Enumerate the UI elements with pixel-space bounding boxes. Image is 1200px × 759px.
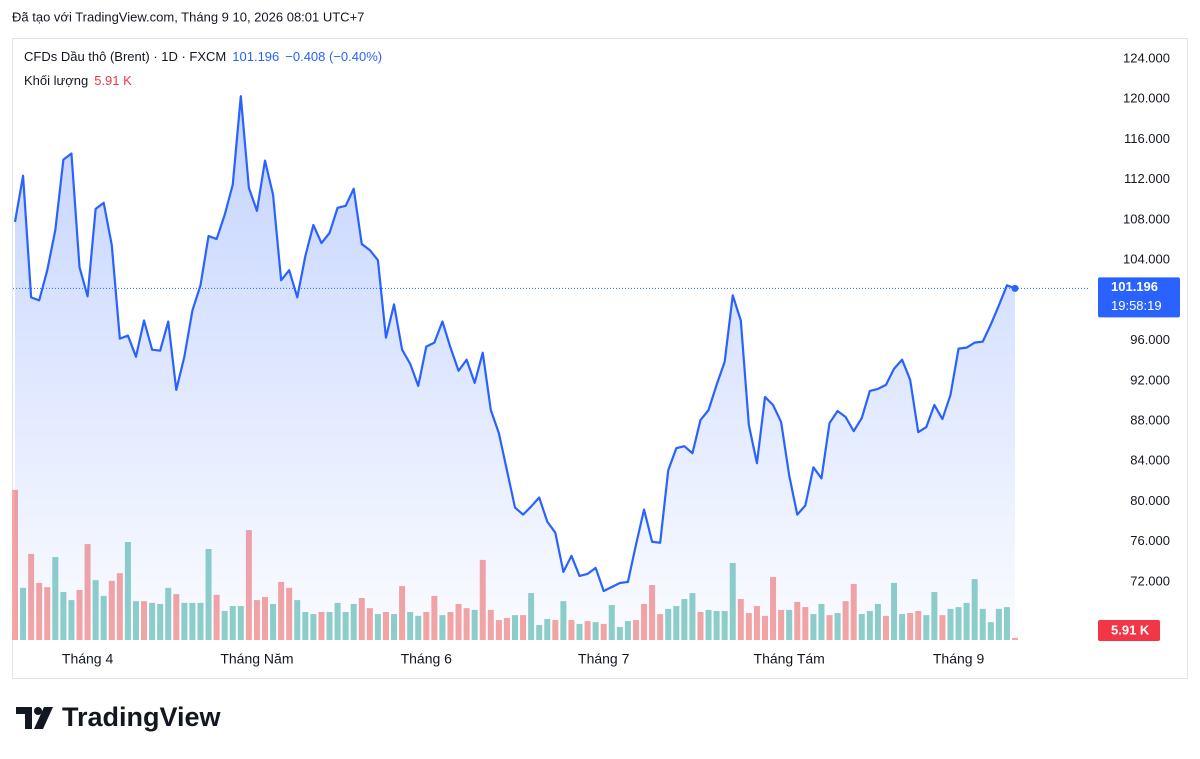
last-price: 101.196 bbox=[232, 49, 280, 64]
chart-frame bbox=[12, 38, 1188, 679]
y-tick-label: 112.000 bbox=[1124, 171, 1170, 186]
y-tick-label: 92.000 bbox=[1130, 372, 1170, 387]
price-area bbox=[15, 96, 1015, 641]
x-tick-label: Tháng 6 bbox=[401, 651, 453, 667]
brand: TradingView bbox=[62, 702, 222, 732]
last-point bbox=[1011, 284, 1019, 292]
x-tick-label: Tháng 7 bbox=[578, 651, 630, 667]
header: Đã tạo với TradingView.com, Tháng 9 10, … bbox=[12, 9, 364, 24]
price-tag-label: 101.196 bbox=[1111, 279, 1158, 294]
price-line bbox=[13, 95, 1016, 593]
logo-icon bbox=[34, 707, 42, 715]
plot: 72.000 76.000 80.000 84.000 88.000 92.000 96.0… bbox=[12, 50, 1180, 667]
y-tick-label: 108.000 bbox=[1123, 211, 1170, 226]
logo-icon bbox=[16, 707, 32, 729]
volume-tag-label: 5.91 K bbox=[1111, 622, 1150, 637]
y-tick-label: 84.000 bbox=[1130, 453, 1170, 468]
volume-name: Khối lượng bbox=[24, 73, 89, 88]
y-tick-label: 116.000 bbox=[1124, 131, 1170, 146]
x-tick-label: Tháng Năm bbox=[220, 651, 293, 667]
x-tick-label: Tháng 4 bbox=[62, 651, 114, 667]
y-tick-label: 104.000 bbox=[1123, 252, 1170, 267]
y-tick-label: 120.000 bbox=[1123, 91, 1170, 106]
logo-icon bbox=[34, 707, 53, 729]
y-tick-label: 76.000 bbox=[1130, 533, 1170, 548]
legend-row: CFDs Dầu thô (Brent) · 1D · FXCM 101.196… bbox=[24, 49, 382, 64]
y-tick-label: 124.000 bbox=[1123, 50, 1170, 65]
price-change: −0.408 (−0.40%) bbox=[285, 49, 383, 64]
volume-last: 5.91 K bbox=[94, 73, 132, 88]
x-tick-label: Tháng 9 bbox=[933, 651, 985, 667]
x-tick-label: Tháng Tám bbox=[754, 651, 825, 667]
symbol-title: CFDs Dầu thô (Brent) · 1D · FXCM bbox=[24, 49, 227, 64]
logo: TradingView bbox=[16, 702, 222, 732]
y-tick-label: 96.000 bbox=[1130, 332, 1170, 347]
price-tag bbox=[1098, 277, 1180, 318]
legend-row: Khối lượng 5.91 K bbox=[24, 73, 132, 88]
y-tick-label: 72.000 bbox=[1130, 573, 1170, 588]
volume-tag bbox=[1098, 620, 1160, 641]
y-tick-label: 80.000 bbox=[1130, 493, 1170, 508]
countdown: 19:58:19 bbox=[1111, 298, 1162, 313]
y-tick-label: 88.000 bbox=[1130, 413, 1170, 428]
